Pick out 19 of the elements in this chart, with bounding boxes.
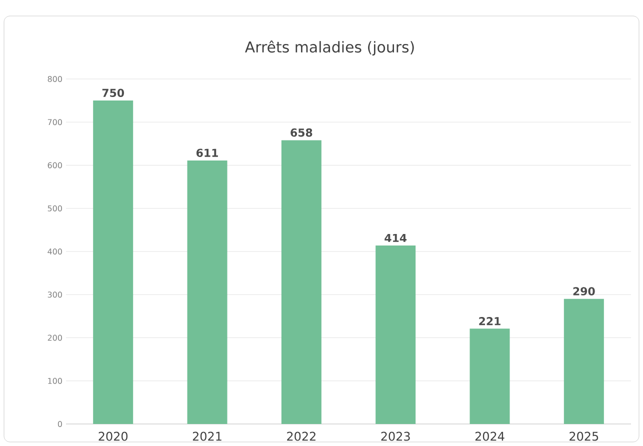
bar bbox=[187, 160, 228, 424]
data-label: 611 bbox=[196, 148, 218, 157]
chart-title: Arrêts maladies (jours) bbox=[244, 40, 414, 56]
x-tick-label: 2021 bbox=[192, 432, 222, 441]
data-label: 658 bbox=[290, 128, 312, 137]
bar bbox=[470, 328, 510, 424]
data-label: 290 bbox=[573, 287, 595, 296]
bar bbox=[281, 140, 322, 424]
x-tick-label: 2025 bbox=[570, 432, 598, 441]
x-tick-label: 2023 bbox=[381, 432, 410, 441]
bar bbox=[93, 100, 134, 424]
x-tick-label: 2020 bbox=[98, 432, 128, 441]
bar bbox=[564, 298, 604, 424]
data-label: 750 bbox=[102, 88, 124, 98]
data-label: 221 bbox=[479, 317, 500, 326]
x-tick-label: 2022 bbox=[287, 432, 316, 441]
x-tick-label: 2024 bbox=[475, 432, 504, 441]
bar bbox=[376, 245, 416, 424]
data-label: 414 bbox=[384, 234, 407, 242]
